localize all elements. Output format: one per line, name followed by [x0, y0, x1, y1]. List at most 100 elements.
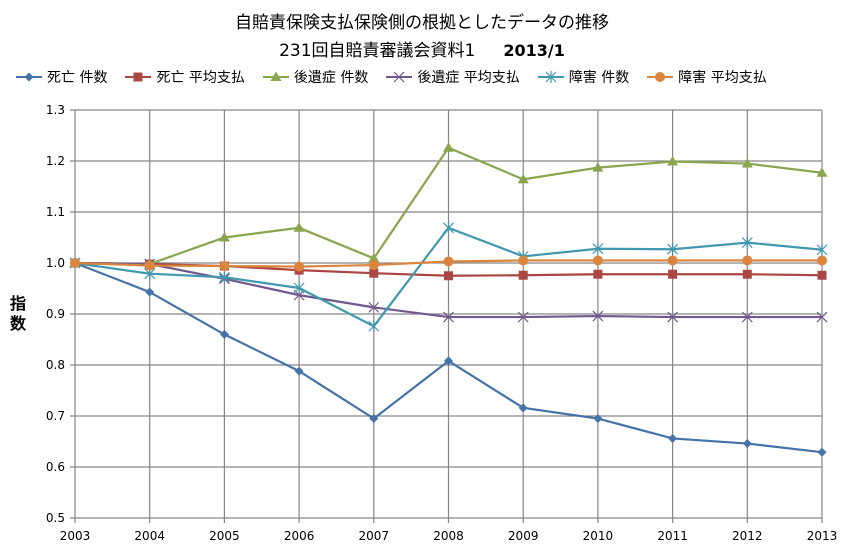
data-point-kouisho-heikin — [592, 310, 604, 322]
x-tick-label: 2007 — [359, 529, 390, 543]
chart-subtitle: 231回自賠責審議会資料1 2013/1 — [0, 36, 844, 61]
data-point-kouisho-kensu — [443, 142, 454, 152]
data-point-shibo-heikin — [593, 269, 603, 279]
subtitle-date: 2013/1 — [503, 41, 565, 60]
data-point-kouisho-heikin — [517, 311, 529, 323]
y-tick-label: 0.8 — [46, 358, 65, 372]
legend-label: 障害 件数 — [568, 70, 630, 86]
x-tick-label: 2012 — [732, 529, 763, 543]
series-kouisho-kensu — [69, 142, 828, 269]
data-point-shogai-kensu — [218, 271, 230, 284]
legend-swatch-icon — [647, 72, 674, 82]
data-point-shibo-heikin — [444, 271, 453, 281]
data-point-shogai-kensu — [667, 243, 679, 256]
x-tick-label: 2009 — [508, 529, 539, 543]
legend-swatch-icon — [537, 71, 564, 83]
series-shogai-heikin — [70, 255, 827, 272]
legend-label: 後遺症 平均支払 — [417, 70, 520, 86]
x-tick-label: 2008 — [433, 529, 464, 543]
data-point-shibo-kensu — [817, 447, 827, 457]
legend-marker — [393, 71, 405, 83]
data-point-shibo-heikin — [817, 270, 827, 280]
data-point-shibo-kensu — [668, 433, 678, 443]
legend-marker — [24, 72, 34, 82]
data-point-shibo-kensu — [369, 414, 379, 424]
y-tick-label: 1.0 — [46, 256, 65, 270]
legend: 死亡 件数 死亡 平均支払 後遺症 件数 後遺症 平均支払 障害 件数 障害 平均支払 — [14, 67, 834, 87]
legend-item-shibo-kensu: 死亡 件数 — [14, 67, 107, 87]
data-point-shibo-kensu — [444, 356, 453, 366]
legend-item-shibo-heikin: 死亡 平均支払 — [123, 67, 245, 87]
legend-label: 障害 平均支払 — [678, 70, 767, 86]
data-point-shogai-heikin — [294, 261, 305, 272]
data-point-kouisho-kensu — [293, 222, 305, 232]
legend-label: 後遺症 件数 — [293, 70, 369, 86]
data-point-kouisho-kensu — [368, 252, 380, 263]
x-tick-label: 2004 — [134, 529, 165, 543]
legend-label: 死亡 件数 — [47, 70, 108, 86]
data-point-kouisho-heikin — [816, 311, 828, 323]
legend-marker — [655, 72, 666, 82]
x-tick-label: 2013 — [807, 529, 838, 543]
data-point-shogai-kensu — [368, 320, 380, 333]
data-point-shogai-heikin — [219, 261, 230, 272]
y-tick-label: 1.2 — [46, 154, 65, 168]
data-point-shogai-heikin — [592, 255, 603, 266]
data-point-shogai-heikin — [742, 255, 753, 266]
data-point-shibo-kensu — [294, 366, 304, 376]
data-point-shogai-heikin — [70, 258, 80, 268]
data-point-shogai-heikin — [667, 255, 678, 266]
data-point-shibo-heikin — [668, 269, 678, 279]
y-tick-label: 1.1 — [46, 205, 65, 219]
y-axis-label: 指数 — [10, 294, 27, 333]
data-point-shibo-kensu — [742, 439, 752, 449]
data-point-shogai-kensu — [293, 281, 305, 294]
y-tick-label: 0.9 — [46, 307, 65, 321]
legend-swatch-icon — [125, 72, 152, 82]
x-tick-label: 2005 — [209, 529, 240, 543]
legend-marker — [545, 71, 557, 83]
data-point-shibo-kensu — [593, 414, 603, 424]
data-point-kouisho-kensu — [592, 162, 604, 172]
data-point-shibo-heikin — [369, 268, 379, 278]
data-point-shogai-heikin — [817, 255, 827, 266]
data-point-kouisho-kensu — [667, 156, 679, 166]
data-point-kouisho-heikin — [667, 311, 679, 323]
legend-item-shogai-kensu: 障害 件数 — [536, 67, 629, 87]
legend-swatch-icon — [386, 71, 413, 83]
y-tick-label: 0.5 — [46, 511, 65, 525]
data-point-kouisho-heikin — [741, 311, 753, 323]
data-point-kouisho-kensu — [816, 167, 828, 177]
data-point-kouisho-kensu — [741, 158, 753, 168]
subtitle-text: 231回自賠責審議会資料1 — [279, 41, 476, 61]
legend-item-kouisho-heikin: 後遺症 平均支払 — [384, 67, 520, 87]
legend-item-shogai-heikin: 障害 平均支払 — [645, 67, 767, 87]
data-point-shogai-kensu — [443, 221, 454, 234]
x-tick-label: 2010 — [583, 529, 614, 543]
chart-title: 自賠責保険支払保険側の根拠としたデータの推移 — [235, 13, 609, 33]
y-tick-label: 0.6 — [46, 460, 65, 474]
data-point-shibo-kensu — [518, 403, 528, 413]
data-point-shogai-kensu — [592, 242, 604, 255]
legend-label: 死亡 平均支払 — [156, 70, 245, 86]
legend-marker — [133, 72, 143, 82]
x-tick-label: 2003 — [60, 529, 91, 543]
y-tick-label: 1.3 — [46, 103, 65, 117]
x-tick-label: 2006 — [284, 529, 315, 543]
data-point-shibo-kensu — [145, 287, 155, 297]
data-point-kouisho-heikin — [368, 301, 380, 313]
data-point-shibo-heikin — [518, 270, 528, 280]
x-tick-label: 2011 — [657, 529, 688, 543]
data-point-shibo-heikin — [742, 269, 752, 279]
legend-swatch-icon — [262, 71, 289, 81]
data-point-shogai-kensu — [741, 236, 753, 249]
data-point-kouisho-kensu — [218, 232, 230, 242]
data-point-kouisho-heikin — [443, 311, 454, 323]
data-point-shogai-kensu — [816, 243, 828, 256]
data-point-shogai-heikin — [144, 260, 155, 271]
data-point-shogai-heikin — [443, 256, 454, 267]
legend-marker — [270, 71, 282, 81]
legend-swatch-icon — [16, 72, 42, 82]
y-tick-label: 0.7 — [46, 409, 65, 423]
